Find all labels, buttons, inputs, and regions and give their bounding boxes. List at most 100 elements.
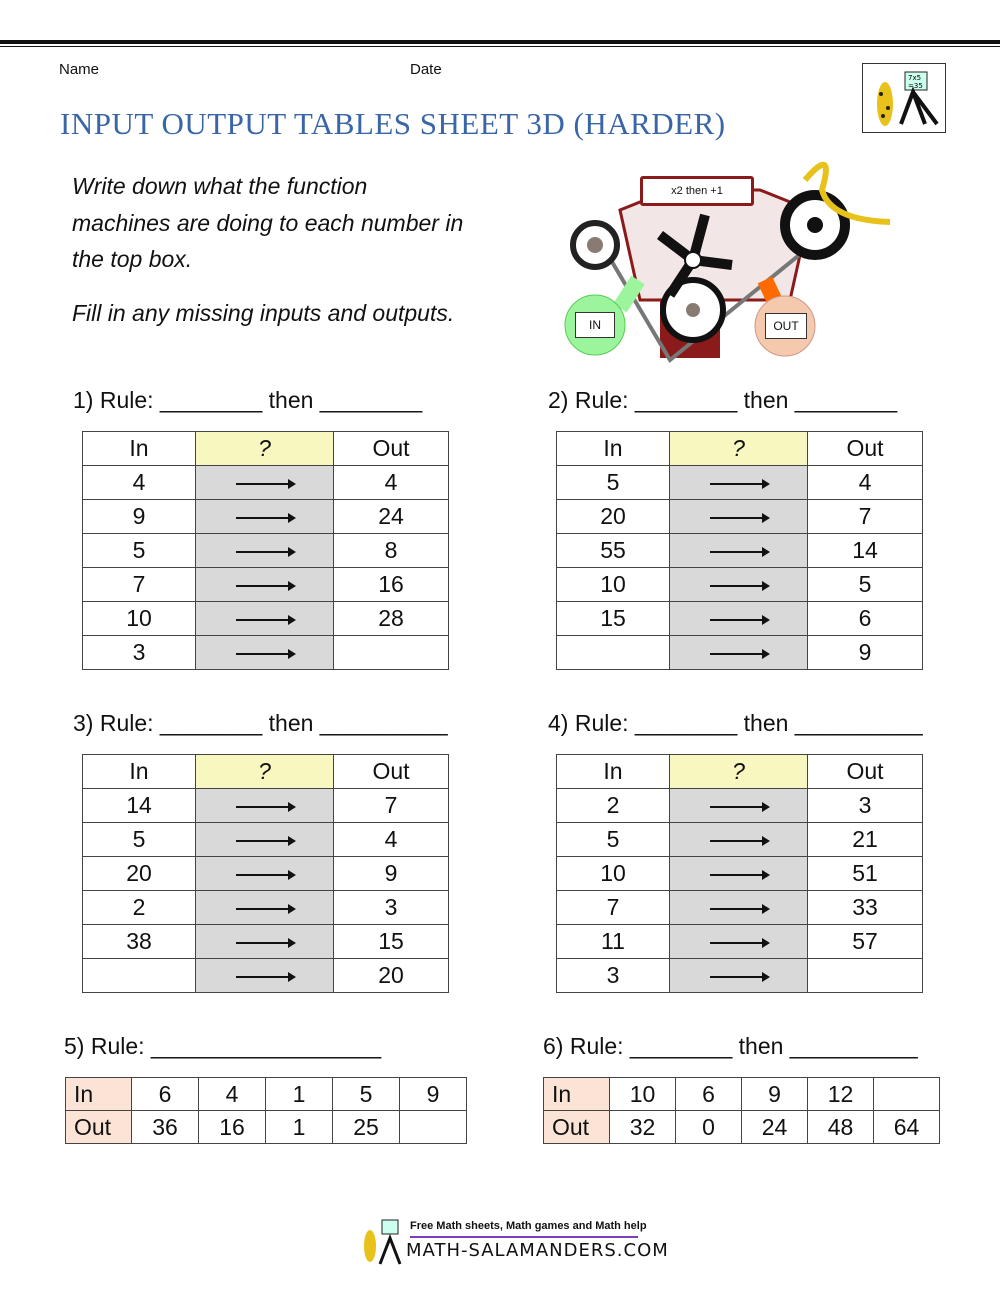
input-cell: 11: [556, 924, 670, 959]
output-cell: 3: [333, 890, 449, 925]
output-cell: 14: [807, 533, 923, 568]
table-row-out: Out 36 16 1 25: [65, 1110, 467, 1144]
header-out: Out: [333, 754, 449, 789]
row-label-in: In: [65, 1077, 132, 1111]
footer-logo: Free Math sheets, Math games and Math he…: [356, 1218, 668, 1266]
rule-prompt: 1) Rule: ________ then ________: [73, 387, 423, 413]
name-label: Name: [59, 61, 100, 78]
header-in: In: [82, 754, 196, 789]
rule-prompt: 3) Rule: ________ then __________: [73, 710, 448, 736]
table-row: 20: [82, 958, 449, 993]
output-cell: 57: [807, 924, 923, 959]
salamander-logo: 7x5 =35: [862, 63, 946, 133]
rule-prompt: 4) Rule: ________ then __________: [548, 710, 923, 736]
arrow-icon: [235, 937, 296, 948]
arrow-icon: [235, 512, 296, 523]
output-cell: 6: [807, 601, 923, 636]
output-cell: 16: [333, 567, 449, 602]
out-cell: 36: [131, 1110, 199, 1144]
table-row: 15 6: [556, 601, 923, 636]
out-cell: 48: [807, 1110, 874, 1144]
input-cell[interactable]: [82, 958, 196, 993]
table-row-out: Out 32 0 24 48 64: [543, 1110, 940, 1144]
arrow-cell: [669, 924, 808, 959]
arrow-cell: [669, 856, 808, 891]
in-cell[interactable]: [873, 1077, 940, 1111]
arrow-cell: [195, 465, 334, 500]
arrow-cell: [669, 958, 808, 993]
arrow-cell: [669, 499, 808, 534]
instruction-line: Write down what the function: [72, 173, 368, 199]
input-cell: 3: [556, 958, 670, 993]
table-row: 5 21: [556, 822, 923, 857]
table-row: 10 5: [556, 567, 923, 602]
input-output-table: In? Out 4 4 9 24 5 8 7 16 10 28 3: [82, 431, 449, 670]
out-cell[interactable]: [399, 1110, 467, 1144]
table-row: 7 33: [556, 890, 923, 925]
table-row-in: In 10 6 9 12: [543, 1077, 940, 1111]
arrow-cell: [669, 533, 808, 568]
output-cell: 7: [333, 788, 449, 823]
table-row: 20 7: [556, 499, 923, 534]
arrow-cell: [195, 958, 334, 993]
footer-site: MATH-SALAMANDERS.COM: [406, 1240, 669, 1261]
arrow-cell: [669, 635, 808, 670]
table-row: 10 51: [556, 856, 923, 891]
table-header-row: In? Out: [556, 431, 923, 466]
output-cell: 4: [333, 465, 449, 500]
in-cell: 6: [131, 1077, 199, 1111]
input-cell: 5: [556, 822, 670, 857]
instruction-line: the top box.: [72, 246, 193, 272]
arrow-cell: [669, 890, 808, 925]
arrow-cell: [195, 788, 334, 823]
arrow-icon: [235, 801, 296, 812]
svg-text:7x5: 7x5: [908, 74, 921, 82]
input-cell: 4: [82, 465, 196, 500]
header-rule: ?: [195, 754, 334, 789]
arrow-icon: [235, 835, 296, 846]
input-cell[interactable]: [556, 635, 670, 670]
table-header-row: In? Out: [82, 431, 449, 466]
output-cell: 20: [333, 958, 449, 993]
output-cell: 4: [333, 822, 449, 857]
arrow-cell: [669, 567, 808, 602]
output-cell: 51: [807, 856, 923, 891]
row-label-out: Out: [543, 1110, 610, 1144]
arrow-cell: [195, 499, 334, 534]
machine-in-label: IN: [575, 312, 615, 338]
machine-out-label: OUT: [765, 313, 807, 339]
input-cell: 38: [82, 924, 196, 959]
table-row: 3: [556, 958, 923, 993]
arrow-cell: [669, 822, 808, 857]
rule-prompt: 2) Rule: ________ then ________: [548, 387, 898, 413]
output-cell[interactable]: [807, 958, 923, 993]
arrow-cell: [195, 890, 334, 925]
input-cell: 3: [82, 635, 196, 670]
arrow-cell: [195, 924, 334, 959]
input-cell: 2: [82, 890, 196, 925]
table-row: 9 24: [82, 499, 449, 534]
output-cell: 9: [807, 635, 923, 670]
arrow-cell: [195, 822, 334, 857]
output-cell[interactable]: [333, 635, 449, 670]
table-row: 9: [556, 635, 923, 670]
out-cell: 24: [741, 1110, 808, 1144]
arrow-icon: [235, 580, 296, 591]
arrow-icon: [235, 971, 296, 982]
arrow-icon: [709, 903, 770, 914]
output-cell: 5: [807, 567, 923, 602]
input-cell: 10: [556, 567, 670, 602]
output-cell: 3: [807, 788, 923, 823]
arrow-icon: [709, 937, 770, 948]
input-cell: 2: [556, 788, 670, 823]
row-label-out: Out: [65, 1110, 132, 1144]
table-row: 7 16: [82, 567, 449, 602]
in-cell: 1: [265, 1077, 333, 1111]
table-row-in: In 6 4 1 5 9: [65, 1077, 467, 1111]
out-cell: 25: [332, 1110, 400, 1144]
input-cell: 5: [556, 465, 670, 500]
header-rule: ?: [669, 431, 808, 466]
header-out: Out: [333, 431, 449, 466]
